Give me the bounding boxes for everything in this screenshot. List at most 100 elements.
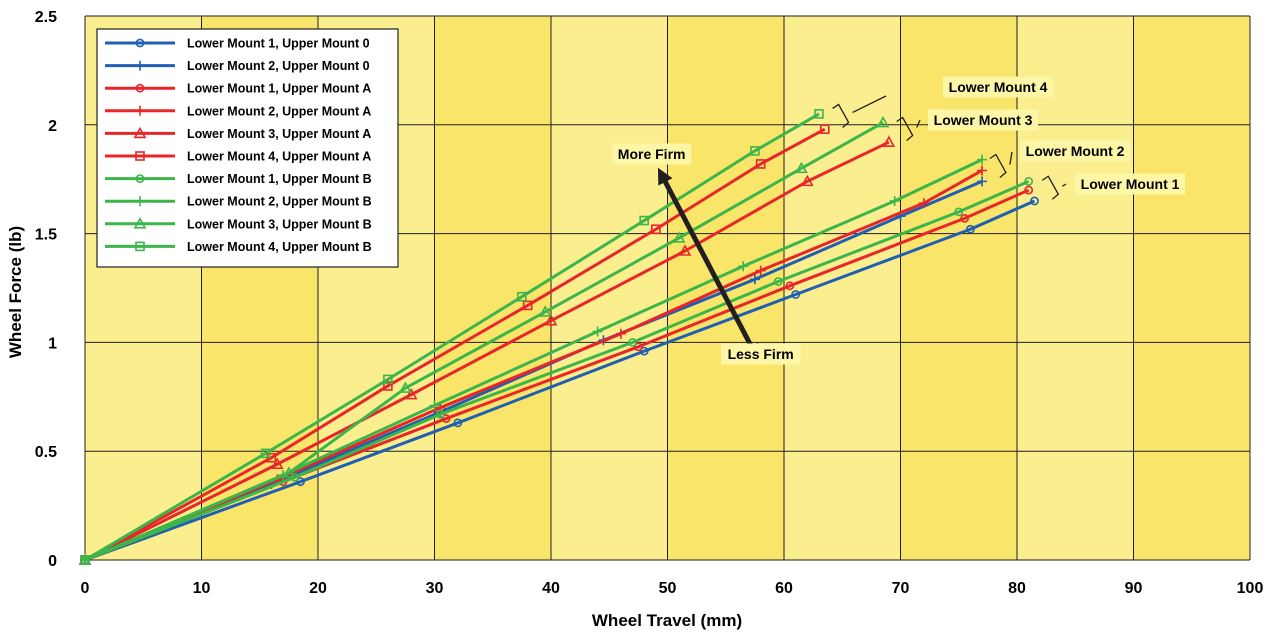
annotation-label: Lower Mount 3: [934, 112, 1033, 128]
mount-annotation: Lower Mount 3: [896, 109, 1039, 142]
circle-marker: [773, 277, 783, 286]
series-line: [84, 127, 826, 562]
annotation-label-box: [943, 76, 1054, 98]
firmness-arrow: More Firm Less Firm: [612, 143, 801, 365]
mount-annotation: Lower Mount 1: [1041, 173, 1186, 200]
square-marker: [135, 241, 145, 252]
plus-marker: [977, 176, 988, 187]
annotation-label: More Firm: [618, 146, 686, 162]
annotation-label-box: [612, 143, 692, 165]
square-marker: [80, 555, 90, 565]
plus-marker: [977, 165, 988, 176]
annotation-label: Less Firm: [728, 346, 794, 362]
leader-line: [852, 95, 887, 114]
circle-marker: [296, 477, 305, 487]
triangle-marker: [538, 305, 552, 317]
x-tick-label: 70: [892, 580, 910, 597]
legend-entry: Lower Mount 4, Upper Mount A: [105, 150, 371, 164]
annotation-label: Lower Mount 2: [1026, 143, 1125, 159]
legend-label: Lower Mount 3, Upper Mount A: [187, 127, 371, 141]
circle-marker: [1024, 176, 1034, 186]
circle-marker: [135, 38, 145, 48]
circle-marker: [135, 83, 145, 93]
triangle-marker: [133, 217, 147, 229]
square-marker: [755, 159, 766, 169]
circle-marker: [960, 213, 969, 223]
plus-marker: [135, 60, 145, 71]
square-marker: [383, 374, 393, 385]
square-marker: [639, 215, 650, 226]
series-line: [84, 121, 884, 562]
legend-label: Lower Mount 3, Upper Mount B: [187, 217, 372, 231]
annotation-label-box: [721, 343, 801, 365]
square-marker: [135, 151, 145, 161]
y-axis-title: Wheel Force (lb): [6, 226, 25, 358]
y-axis-ticks: 0 0.5 1 1.5 2 2.5: [35, 9, 57, 570]
circle-marker: [639, 346, 649, 356]
plus-marker: [615, 328, 626, 339]
x-tick-label: 40: [542, 580, 560, 597]
plus-marker: [135, 105, 145, 116]
square-marker: [522, 300, 533, 311]
triangle-marker: [133, 126, 147, 139]
legend-label: Lower Mount 4, Upper Mount A: [187, 150, 371, 164]
square-marker: [819, 124, 830, 134]
legend-entry: Lower Mount 1, Upper Mount A: [105, 82, 371, 96]
x-tick-label: 10: [193, 580, 211, 597]
y-tick-label: 1.5: [35, 227, 57, 244]
x-tick-label: 60: [775, 580, 793, 597]
series-10: [80, 109, 824, 565]
bracket-mark: [1041, 175, 1060, 200]
triangle-marker: [270, 457, 284, 470]
y-tick-label: 2: [48, 118, 57, 135]
triangle-marker: [800, 174, 814, 187]
legend-entry: Lower Mount 2, Upper Mount A: [105, 104, 371, 118]
triangle-marker: [882, 135, 896, 148]
circle-marker: [954, 207, 964, 217]
circle-marker: [628, 337, 637, 347]
legend-entry: Lower Mount 3, Upper Mount A: [105, 126, 371, 141]
legend-label: Lower Mount 1, Upper Mount A: [187, 82, 371, 96]
series-line: [84, 112, 820, 562]
square-marker: [750, 146, 760, 156]
legend-entry: Lower Mount 2, Upper Mount 0: [105, 59, 370, 73]
plus-marker: [977, 154, 988, 165]
legend-entry: Lower Mount 1, Upper Mount 0: [105, 37, 370, 51]
square-marker: [260, 448, 271, 459]
legend-label: Lower Mount 1, Upper Mount B: [187, 172, 372, 186]
legend: Lower Mount 1, Upper Mount 0 Lower Mount …: [96, 28, 399, 268]
plot-band: [900, 16, 1017, 560]
annotation-label: Lower Mount 1: [1081, 176, 1180, 192]
plus-marker: [918, 198, 929, 209]
circle-marker: [453, 418, 463, 428]
plus-marker: [429, 400, 440, 411]
x-tick-label: 50: [659, 580, 677, 597]
plot-band: [434, 16, 551, 560]
y-tick-label: 0: [48, 553, 57, 570]
circle-marker: [135, 174, 145, 183]
legend-label: Lower Mount 2, Upper Mount 0: [187, 59, 370, 73]
circle-marker: [1030, 196, 1039, 206]
annotation-label: Lower Mount 4: [949, 79, 1048, 95]
plus-marker: [135, 196, 145, 207]
x-tick-label: 90: [1125, 580, 1143, 597]
x-tick-label: 30: [426, 580, 444, 597]
x-axis-ticks: 0 10 20 30 40 50 60 70 80 90 100: [81, 580, 1264, 597]
plus-marker: [592, 326, 603, 337]
annotation-label-box: [1020, 140, 1131, 162]
plus-marker: [889, 195, 900, 206]
legend-label: Lower Mount 2, Upper Mount B: [187, 195, 372, 209]
square-marker: [383, 381, 393, 391]
data-series: [78, 109, 1039, 565]
legend-entry: Lower Mount 2, Upper Mount B: [105, 195, 372, 209]
square-marker: [517, 291, 527, 302]
legend-label: Lower Mount 2, Upper Mount A: [187, 104, 371, 118]
series-line: [84, 140, 890, 562]
circle-marker: [791, 290, 801, 299]
legend-box: [96, 28, 399, 268]
circle-marker: [785, 281, 795, 291]
triangle-marker: [876, 115, 890, 128]
mount-annotation: Lower Mount 2: [989, 140, 1131, 178]
y-tick-label: 0.5: [35, 444, 57, 461]
